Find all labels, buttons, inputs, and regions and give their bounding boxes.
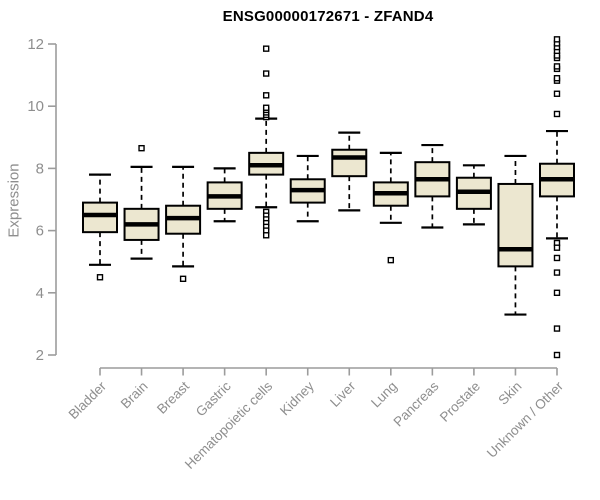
outlier-point	[553, 269, 561, 276]
outlier-point	[553, 244, 561, 251]
x-tick-label: Kidney	[277, 378, 317, 418]
box-unknown-other	[538, 36, 575, 359]
box-liver	[331, 131, 368, 212]
x-tick-label: Unknown / Other	[484, 378, 567, 461]
y-tick-label: 2	[36, 347, 44, 364]
iqr-box	[331, 148, 368, 178]
outlier-point	[262, 45, 270, 52]
outlier-point	[387, 256, 395, 264]
y-tick-label: 12	[27, 36, 44, 53]
iqr-box	[82, 201, 118, 234]
y-axis: 2 4 6 8 10 12	[27, 36, 57, 364]
y-tick-label: 6	[36, 223, 44, 240]
y-tick-label: 4	[36, 285, 44, 302]
outlier-point	[553, 110, 561, 118]
outlier-point	[262, 70, 270, 77]
x-tick-label: Gastric	[193, 378, 234, 419]
box-hematopoietic-cells	[248, 45, 285, 239]
outlier-point	[96, 274, 104, 281]
y-tick-label: 8	[36, 160, 44, 177]
x-tick-label: Lung	[368, 379, 400, 411]
iqr-box	[497, 182, 534, 268]
box-breast	[165, 165, 202, 283]
outlier-point	[138, 144, 145, 152]
outlier-point	[553, 325, 561, 332]
box-skin	[497, 154, 534, 316]
box-bladder	[82, 173, 118, 281]
box-prostate	[455, 164, 492, 226]
x-tick-label: Liver	[327, 378, 359, 410]
y-tick-label: 10	[27, 98, 44, 115]
outlier-point	[553, 289, 561, 296]
chart-title: ENSG00000172671 - ZFAND4	[222, 8, 434, 25]
outlier-point	[553, 254, 561, 262]
outlier-point	[262, 92, 270, 99]
box-gastric	[206, 167, 243, 223]
x-tick-label: Bladder	[66, 378, 110, 422]
box-pancreas	[414, 143, 451, 229]
x-tick-label: Prostate	[437, 379, 483, 425]
x-tick-label: Pancreas	[391, 378, 442, 429]
box-brain	[123, 144, 160, 260]
outlier-point	[262, 232, 270, 239]
outlier-point	[553, 36, 561, 43]
outlier-point	[553, 63, 561, 70]
x-tick-label: Skin	[495, 379, 524, 408]
outlier-point	[553, 90, 561, 97]
outlier-point	[179, 275, 187, 283]
x-tick-label: Breast	[154, 378, 192, 416]
outlier-point	[553, 351, 561, 359]
outlier-point	[553, 75, 561, 82]
box-lung	[372, 151, 409, 264]
outlier-point	[262, 104, 270, 111]
x-tick-label: Brain	[118, 379, 151, 412]
box-kidney	[289, 154, 326, 223]
